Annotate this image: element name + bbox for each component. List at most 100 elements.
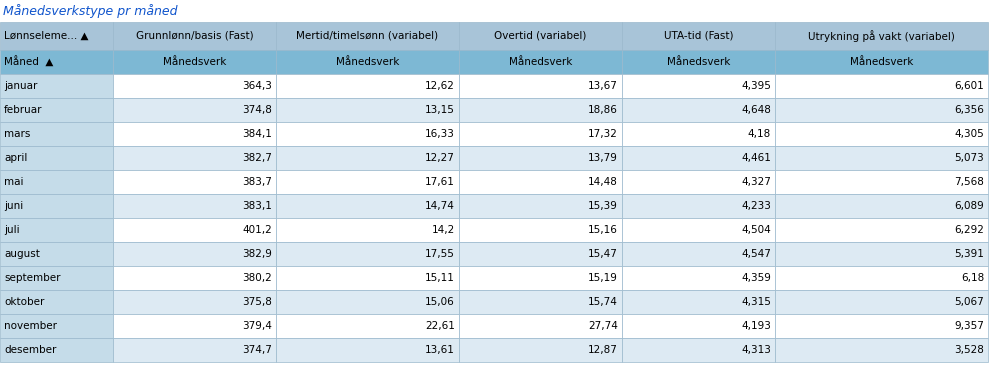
Bar: [276, 146, 459, 170]
Bar: [276, 74, 459, 98]
Text: Månedsverk: Månedsverk: [667, 57, 730, 67]
Bar: [459, 194, 622, 218]
Bar: [622, 170, 775, 194]
Text: Måned  ▲: Måned ▲: [4, 56, 54, 68]
Bar: [622, 146, 775, 170]
Text: 27,74: 27,74: [588, 321, 618, 331]
Bar: [276, 170, 459, 194]
Bar: [0, 74, 113, 98]
Bar: [276, 22, 459, 50]
Bar: [276, 314, 459, 338]
Text: 379,4: 379,4: [242, 321, 272, 331]
Text: 380,2: 380,2: [242, 273, 272, 283]
Text: 5,391: 5,391: [954, 249, 984, 259]
Text: april: april: [4, 153, 28, 163]
Text: Månedsverk: Månedsverk: [509, 57, 572, 67]
Bar: [622, 50, 775, 74]
Text: 4,315: 4,315: [741, 297, 771, 307]
Text: august: august: [4, 249, 40, 259]
Text: 383,7: 383,7: [242, 177, 272, 187]
Bar: [622, 314, 775, 338]
Bar: [622, 74, 775, 98]
Bar: [775, 266, 988, 290]
Text: november: november: [4, 321, 57, 331]
Text: Mertid/timelsønn (variabel): Mertid/timelsønn (variabel): [297, 31, 438, 41]
Bar: [459, 122, 622, 146]
Text: 16,33: 16,33: [426, 129, 455, 139]
Text: 9,357: 9,357: [954, 321, 984, 331]
Text: 13,15: 13,15: [426, 105, 455, 115]
Text: 14,2: 14,2: [432, 225, 455, 235]
Bar: [276, 122, 459, 146]
Text: 4,395: 4,395: [741, 81, 771, 91]
Text: 374,8: 374,8: [242, 105, 272, 115]
Text: 6,089: 6,089: [954, 201, 984, 211]
Bar: [459, 242, 622, 266]
Text: 22,61: 22,61: [426, 321, 455, 331]
Bar: [775, 98, 988, 122]
Text: 7,568: 7,568: [954, 177, 984, 187]
Text: 12,27: 12,27: [426, 153, 455, 163]
Bar: [459, 170, 622, 194]
Bar: [113, 218, 276, 242]
Bar: [276, 218, 459, 242]
Text: februar: februar: [4, 105, 43, 115]
Bar: [113, 266, 276, 290]
Text: 5,073: 5,073: [954, 153, 984, 163]
Bar: [459, 314, 622, 338]
Bar: [775, 290, 988, 314]
Bar: [113, 146, 276, 170]
Text: Lønnseleme... ▲: Lønnseleme... ▲: [4, 31, 88, 41]
Bar: [775, 170, 988, 194]
Bar: [775, 146, 988, 170]
Text: Overtid (variabel): Overtid (variabel): [494, 31, 586, 41]
Text: 4,18: 4,18: [748, 129, 771, 139]
Text: 15,06: 15,06: [426, 297, 455, 307]
Text: mars: mars: [4, 129, 31, 139]
Text: 15,11: 15,11: [426, 273, 455, 283]
Bar: [0, 146, 113, 170]
Text: 4,313: 4,313: [741, 345, 771, 355]
Text: 15,19: 15,19: [588, 273, 618, 283]
Bar: [276, 290, 459, 314]
Bar: [459, 146, 622, 170]
Bar: [0, 98, 113, 122]
Bar: [276, 50, 459, 74]
Bar: [113, 194, 276, 218]
Text: 382,7: 382,7: [242, 153, 272, 163]
Text: 4,504: 4,504: [741, 225, 771, 235]
Text: 383,1: 383,1: [242, 201, 272, 211]
Text: 13,67: 13,67: [588, 81, 618, 91]
Bar: [459, 22, 622, 50]
Text: 382,9: 382,9: [242, 249, 272, 259]
Text: desember: desember: [4, 345, 57, 355]
Bar: [0, 50, 113, 74]
Bar: [113, 74, 276, 98]
Bar: [113, 314, 276, 338]
Bar: [113, 170, 276, 194]
Text: 17,55: 17,55: [426, 249, 455, 259]
Bar: [459, 98, 622, 122]
Bar: [0, 122, 113, 146]
Bar: [276, 98, 459, 122]
Bar: [775, 22, 988, 50]
Bar: [459, 266, 622, 290]
Bar: [775, 314, 988, 338]
Text: oktober: oktober: [4, 297, 45, 307]
Bar: [113, 338, 276, 362]
Text: 15,47: 15,47: [588, 249, 618, 259]
Text: 4,648: 4,648: [741, 105, 771, 115]
Text: 14,74: 14,74: [426, 201, 455, 211]
Bar: [113, 242, 276, 266]
Bar: [622, 242, 775, 266]
Text: 4,547: 4,547: [741, 249, 771, 259]
Text: 18,86: 18,86: [588, 105, 618, 115]
Bar: [276, 266, 459, 290]
Bar: [0, 218, 113, 242]
Text: 15,39: 15,39: [588, 201, 618, 211]
Bar: [622, 22, 775, 50]
Bar: [0, 338, 113, 362]
Text: juli: juli: [4, 225, 20, 235]
Bar: [0, 22, 113, 50]
Bar: [775, 218, 988, 242]
